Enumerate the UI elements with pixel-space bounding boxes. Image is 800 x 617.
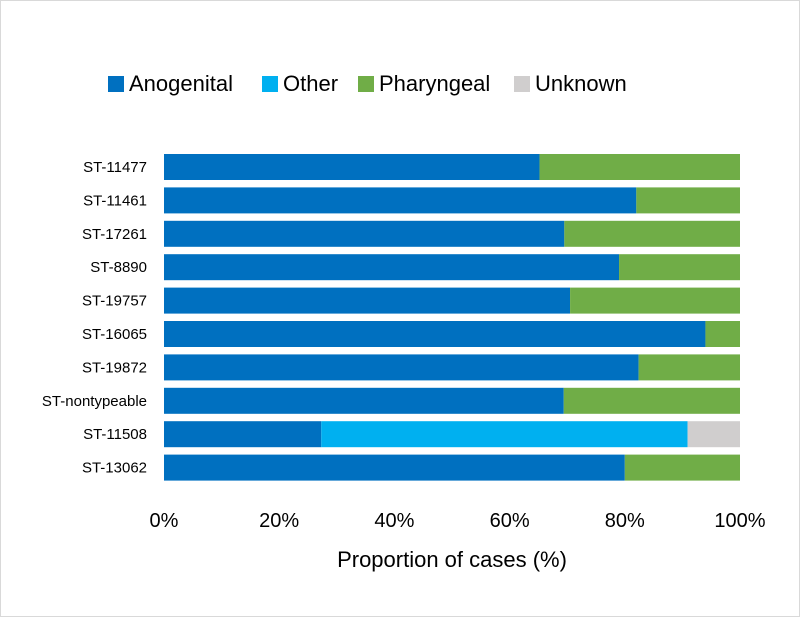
- x-tick-label: 20%: [259, 510, 299, 532]
- legend-swatch-unknown: [514, 76, 530, 92]
- bar-st-8890-anogenital: [164, 254, 620, 281]
- bars: [164, 154, 740, 481]
- bar-st-8890-pharyngeal: [619, 254, 740, 281]
- category-label-st-11461: ST-11461: [83, 192, 147, 209]
- legend-label-pharyngeal: Pharyngeal: [379, 71, 490, 96]
- bar-st-11477-pharyngeal: [539, 154, 740, 180]
- category-label-st-17261: ST-17261: [82, 226, 147, 243]
- bar-st-11508-other: [321, 421, 688, 448]
- category-labels: ST-11477 ST-11461 ST-17261 ST-8890 ST-19757 S…: [42, 159, 147, 477]
- category-label-st-19757: ST-19757: [82, 293, 147, 310]
- x-tick-label: 60%: [490, 510, 530, 532]
- bar-st-19872-pharyngeal: [638, 354, 740, 381]
- bar-st-19757-anogenital: [164, 287, 571, 314]
- bar-st-11477-anogenital: [164, 154, 540, 180]
- category-label-st-nontypeable: ST-nontypeable: [42, 393, 147, 410]
- bar-st-13062-pharyngeal: [624, 454, 740, 481]
- bar-st-17261-anogenital: [164, 220, 565, 247]
- x-tick-label: 100%: [714, 510, 765, 532]
- legend-label-anogenital: Anogenital: [129, 71, 233, 96]
- bar-st-11508-unknown: [687, 421, 740, 448]
- category-label-st-19872: ST-19872: [82, 359, 147, 376]
- category-label-st-13062: ST-13062: [82, 460, 147, 477]
- category-label-st-11508: ST-11508: [83, 426, 147, 443]
- bar-st-16065-pharyngeal: [705, 321, 740, 347]
- category-label-st-16065: ST-16065: [82, 326, 147, 343]
- x-tick-label: 0%: [150, 510, 179, 532]
- category-label-st-11477: ST-11477: [83, 159, 147, 176]
- bar-st-nontypeable-anogenital: [164, 387, 564, 414]
- legend-label-other: Other: [283, 71, 338, 96]
- x-tick-label: 40%: [374, 510, 414, 532]
- x-tick-label: 80%: [605, 510, 645, 532]
- bar-st-19872-anogenital: [164, 354, 639, 381]
- bar-st-16065-anogenital: [164, 321, 706, 347]
- legend-swatch-other: [262, 76, 278, 92]
- bar-st-13062-anogenital: [164, 454, 625, 481]
- bar-st-11461-pharyngeal: [636, 187, 740, 214]
- bar-st-11461-anogenital: [164, 187, 637, 214]
- legend-swatch-pharyngeal: [358, 76, 374, 92]
- bar-st-nontypeable-pharyngeal: [563, 387, 740, 414]
- legend-swatch-anogenital: [108, 76, 124, 92]
- x-axis-title: Proportion of cases (%): [337, 547, 567, 572]
- bar-st-17261-pharyngeal: [564, 220, 740, 247]
- bar-st-19757-pharyngeal: [570, 287, 740, 314]
- x-tick-labels: 0% 20% 40% 60% 80% 100%: [150, 510, 766, 532]
- legend: Anogenital Other Pharyngeal Unknown: [108, 71, 627, 96]
- category-label-st-8890: ST-8890: [90, 259, 147, 276]
- bar-st-11508-anogenital: [164, 421, 322, 448]
- legend-label-unknown: Unknown: [535, 71, 627, 96]
